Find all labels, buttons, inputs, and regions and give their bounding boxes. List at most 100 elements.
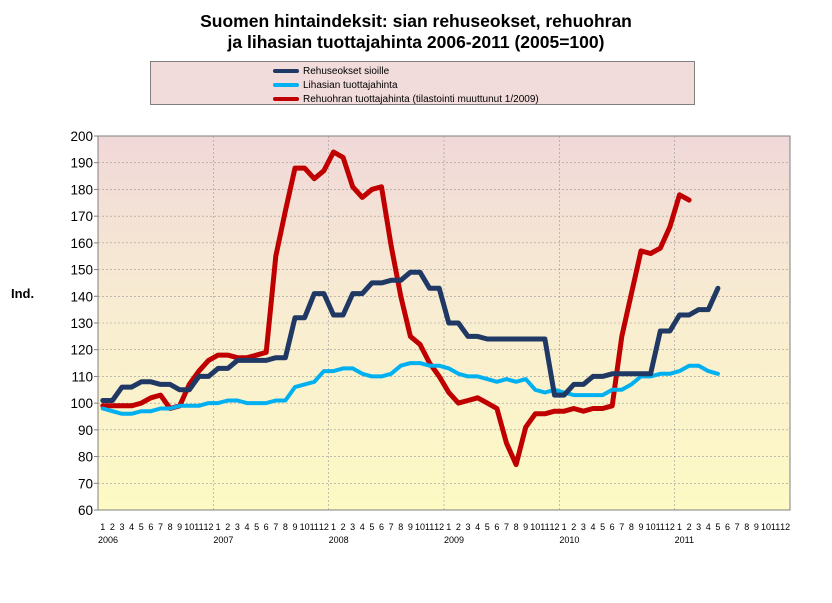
x-tick-label: 10 [415, 522, 425, 532]
x-tick-label: 4 [360, 522, 365, 532]
x-tick-label: 8 [744, 522, 749, 532]
x-tick-label: 2 [687, 522, 692, 532]
legend-swatch-rehuohran [273, 97, 299, 101]
x-tick-label: 1 [331, 522, 336, 532]
x-tick-label: 2 [456, 522, 461, 532]
x-tick-label: 8 [283, 522, 288, 532]
x-tick-label: 5 [600, 522, 605, 532]
x-tick-label: 1 [446, 522, 451, 532]
x-tick-label: 11 [194, 522, 203, 532]
year-label: 2007 [213, 535, 233, 545]
x-tick-label: 7 [273, 522, 278, 532]
x-tick-label: 11 [540, 522, 549, 532]
x-tick-label: 1 [100, 522, 105, 532]
legend-label-rehuohran: Rehuohran tuottajahinta (tilastointi muu… [303, 93, 539, 105]
x-tick-label: 2 [341, 522, 346, 532]
y-tick-label: 90 [78, 423, 93, 438]
year-label: 2006 [98, 535, 118, 545]
x-tick-label: 9 [523, 522, 528, 532]
y-tick-label: 80 [78, 450, 93, 465]
x-tick-label: 6 [148, 522, 153, 532]
x-tick-label: 8 [629, 522, 634, 532]
x-tick-label: 8 [168, 522, 173, 532]
x-tick-label: 7 [504, 522, 509, 532]
legend-swatch-lihasian [273, 83, 299, 87]
x-tick-label: 9 [177, 522, 182, 532]
legend-label-rehuseokset: Rehuseokset sioille [303, 65, 390, 77]
y-tick-label: 70 [78, 476, 93, 491]
x-tick-label: 6 [610, 522, 615, 532]
x-tick-label: 1 [562, 522, 567, 532]
x-tick-label: 10 [530, 522, 540, 532]
x-tick-label: 7 [158, 522, 163, 532]
x-tick-label: 1 [677, 522, 682, 532]
x-tick-label: 5 [715, 522, 720, 532]
x-tick-label: 6 [264, 522, 269, 532]
y-tick-label: 110 [71, 369, 93, 384]
y-tick-label: 200 [70, 129, 93, 144]
legend-swatch-rehuseokset [273, 69, 299, 73]
x-tick-label: 2 [225, 522, 230, 532]
legend-entry-rehuseokset: Rehuseokset sioille [273, 64, 389, 78]
x-tick-label: 4 [244, 522, 249, 532]
x-tick-label: 3 [696, 522, 701, 532]
x-tick-label: 5 [369, 522, 374, 532]
y-tick-label: 150 [70, 263, 93, 278]
series-line-1 [100, 361, 720, 416]
x-tick-label: 3 [120, 522, 125, 532]
year-label: 2011 [675, 535, 694, 545]
x-tick-label: 8 [398, 522, 403, 532]
y-tick-label: 140 [70, 289, 93, 304]
x-tick-label: 9 [293, 522, 298, 532]
x-tick-label: 2 [110, 522, 115, 532]
series-line-0 [100, 269, 721, 403]
x-tick-label: 3 [466, 522, 471, 532]
x-tick-label: 7 [389, 522, 394, 532]
legend: Rehuseokset sioille Lihasian tuottajahin… [150, 61, 695, 105]
y-tick-label: 160 [70, 236, 93, 251]
y-tick-label: 190 [70, 156, 93, 171]
series-line-2 [100, 149, 692, 468]
y-tick-label: 100 [70, 396, 93, 411]
y-tick-label: 180 [70, 182, 93, 197]
chart-title-line1: Suomen hintaindeksit: sian rehuseokset, … [200, 11, 632, 31]
x-tick-label: 3 [235, 522, 240, 532]
x-tick-label: 10 [761, 522, 771, 532]
x-tick-label: 12 [550, 522, 560, 532]
y-tick-label: 60 [78, 503, 93, 518]
y-tick-label: 130 [70, 316, 93, 331]
x-tick-label: 9 [639, 522, 644, 532]
x-tick-label: 1 [216, 522, 221, 532]
x-tick-label: 11 [425, 522, 434, 532]
x-tick-label: 12 [319, 522, 329, 532]
x-tick-label: 12 [204, 522, 214, 532]
x-tick-label: 9 [754, 522, 759, 532]
x-tick-label: 10 [646, 522, 656, 532]
legend-entry-lihasian: Lihasian tuottajahinta [273, 78, 398, 92]
x-tick-label: 7 [735, 522, 740, 532]
year-label: 2009 [444, 535, 464, 545]
x-tick-label: 5 [254, 522, 259, 532]
x-tick-label: 11 [310, 522, 319, 532]
year-label: 2008 [329, 535, 349, 545]
x-tick-label: 11 [771, 522, 780, 532]
x-tick-label: 3 [350, 522, 355, 532]
chart-title-line2: ja lihasian tuottajahinta 2006-2011 (200… [227, 32, 605, 52]
x-tick-label: 10 [300, 522, 310, 532]
x-tick-label: 7 [619, 522, 624, 532]
x-tick-label: 3 [581, 522, 586, 532]
x-tick-label: 5 [485, 522, 490, 532]
x-tick-label: 9 [408, 522, 413, 532]
x-tick-label: 4 [475, 522, 480, 532]
y-tick-label: 120 [70, 343, 93, 358]
x-tick-label: 10 [184, 522, 194, 532]
x-tick-label: 12 [434, 522, 444, 532]
x-tick-label: 8 [514, 522, 519, 532]
x-tick-label: 4 [706, 522, 711, 532]
x-tick-label: 12 [780, 522, 790, 532]
x-tick-label: 2 [571, 522, 576, 532]
x-tick-label: 11 [656, 522, 665, 532]
x-tick-label: 6 [725, 522, 730, 532]
year-label: 2010 [559, 535, 579, 545]
